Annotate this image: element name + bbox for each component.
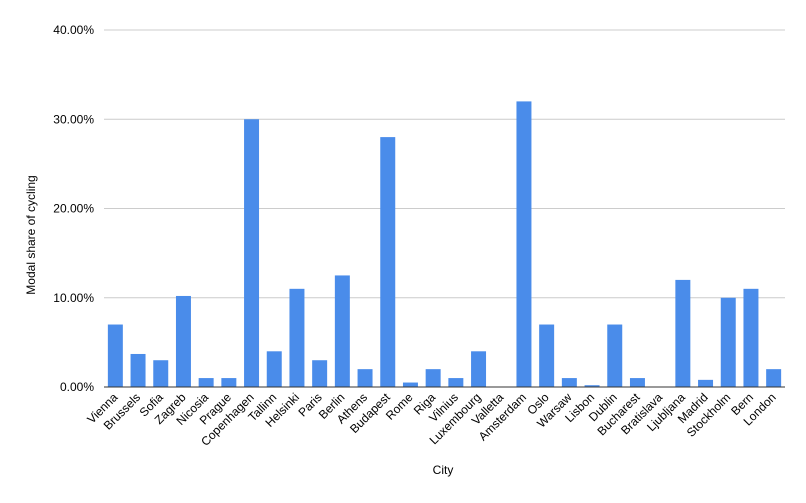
y-axis-ticks: 0.00% 10.00% 20.00% 30.00% 40.00% (53, 23, 94, 394)
bar (561, 378, 577, 387)
bar (425, 369, 441, 387)
bar (198, 378, 214, 387)
y-tick-label: 10.00% (53, 291, 94, 305)
bar (743, 288, 759, 387)
bar (153, 360, 169, 387)
bar (244, 119, 260, 387)
bar (698, 379, 714, 387)
bar (766, 369, 782, 387)
bar (402, 382, 418, 387)
bar (334, 275, 350, 387)
bar (516, 101, 532, 388)
bar (312, 360, 328, 387)
bar (539, 324, 555, 387)
y-tick-label: 20.00% (53, 202, 94, 216)
y-tick-label: 30.00% (53, 112, 94, 126)
y-tick-label: 40.00% (53, 23, 94, 37)
bar (175, 295, 191, 387)
bar (107, 324, 123, 387)
bar (720, 297, 736, 387)
bar (221, 378, 237, 387)
x-axis-ticks: ViennaBrusselsSofiaZagrebNicosiaPragueCo… (84, 390, 778, 449)
y-axis-title: Modal share of cycling (24, 175, 38, 294)
bar (607, 324, 623, 387)
bars (107, 101, 782, 388)
bar (380, 137, 396, 387)
bar (675, 279, 691, 387)
y-tick-label: 0.00% (60, 380, 94, 394)
bar (289, 288, 305, 387)
bar (266, 351, 282, 387)
gridlines (104, 29, 785, 299)
bar (629, 378, 645, 387)
bar (471, 351, 487, 387)
bar (130, 353, 146, 387)
x-axis-title: City (433, 463, 454, 477)
bar (448, 378, 464, 387)
bar (357, 369, 373, 387)
bar (584, 385, 600, 387)
